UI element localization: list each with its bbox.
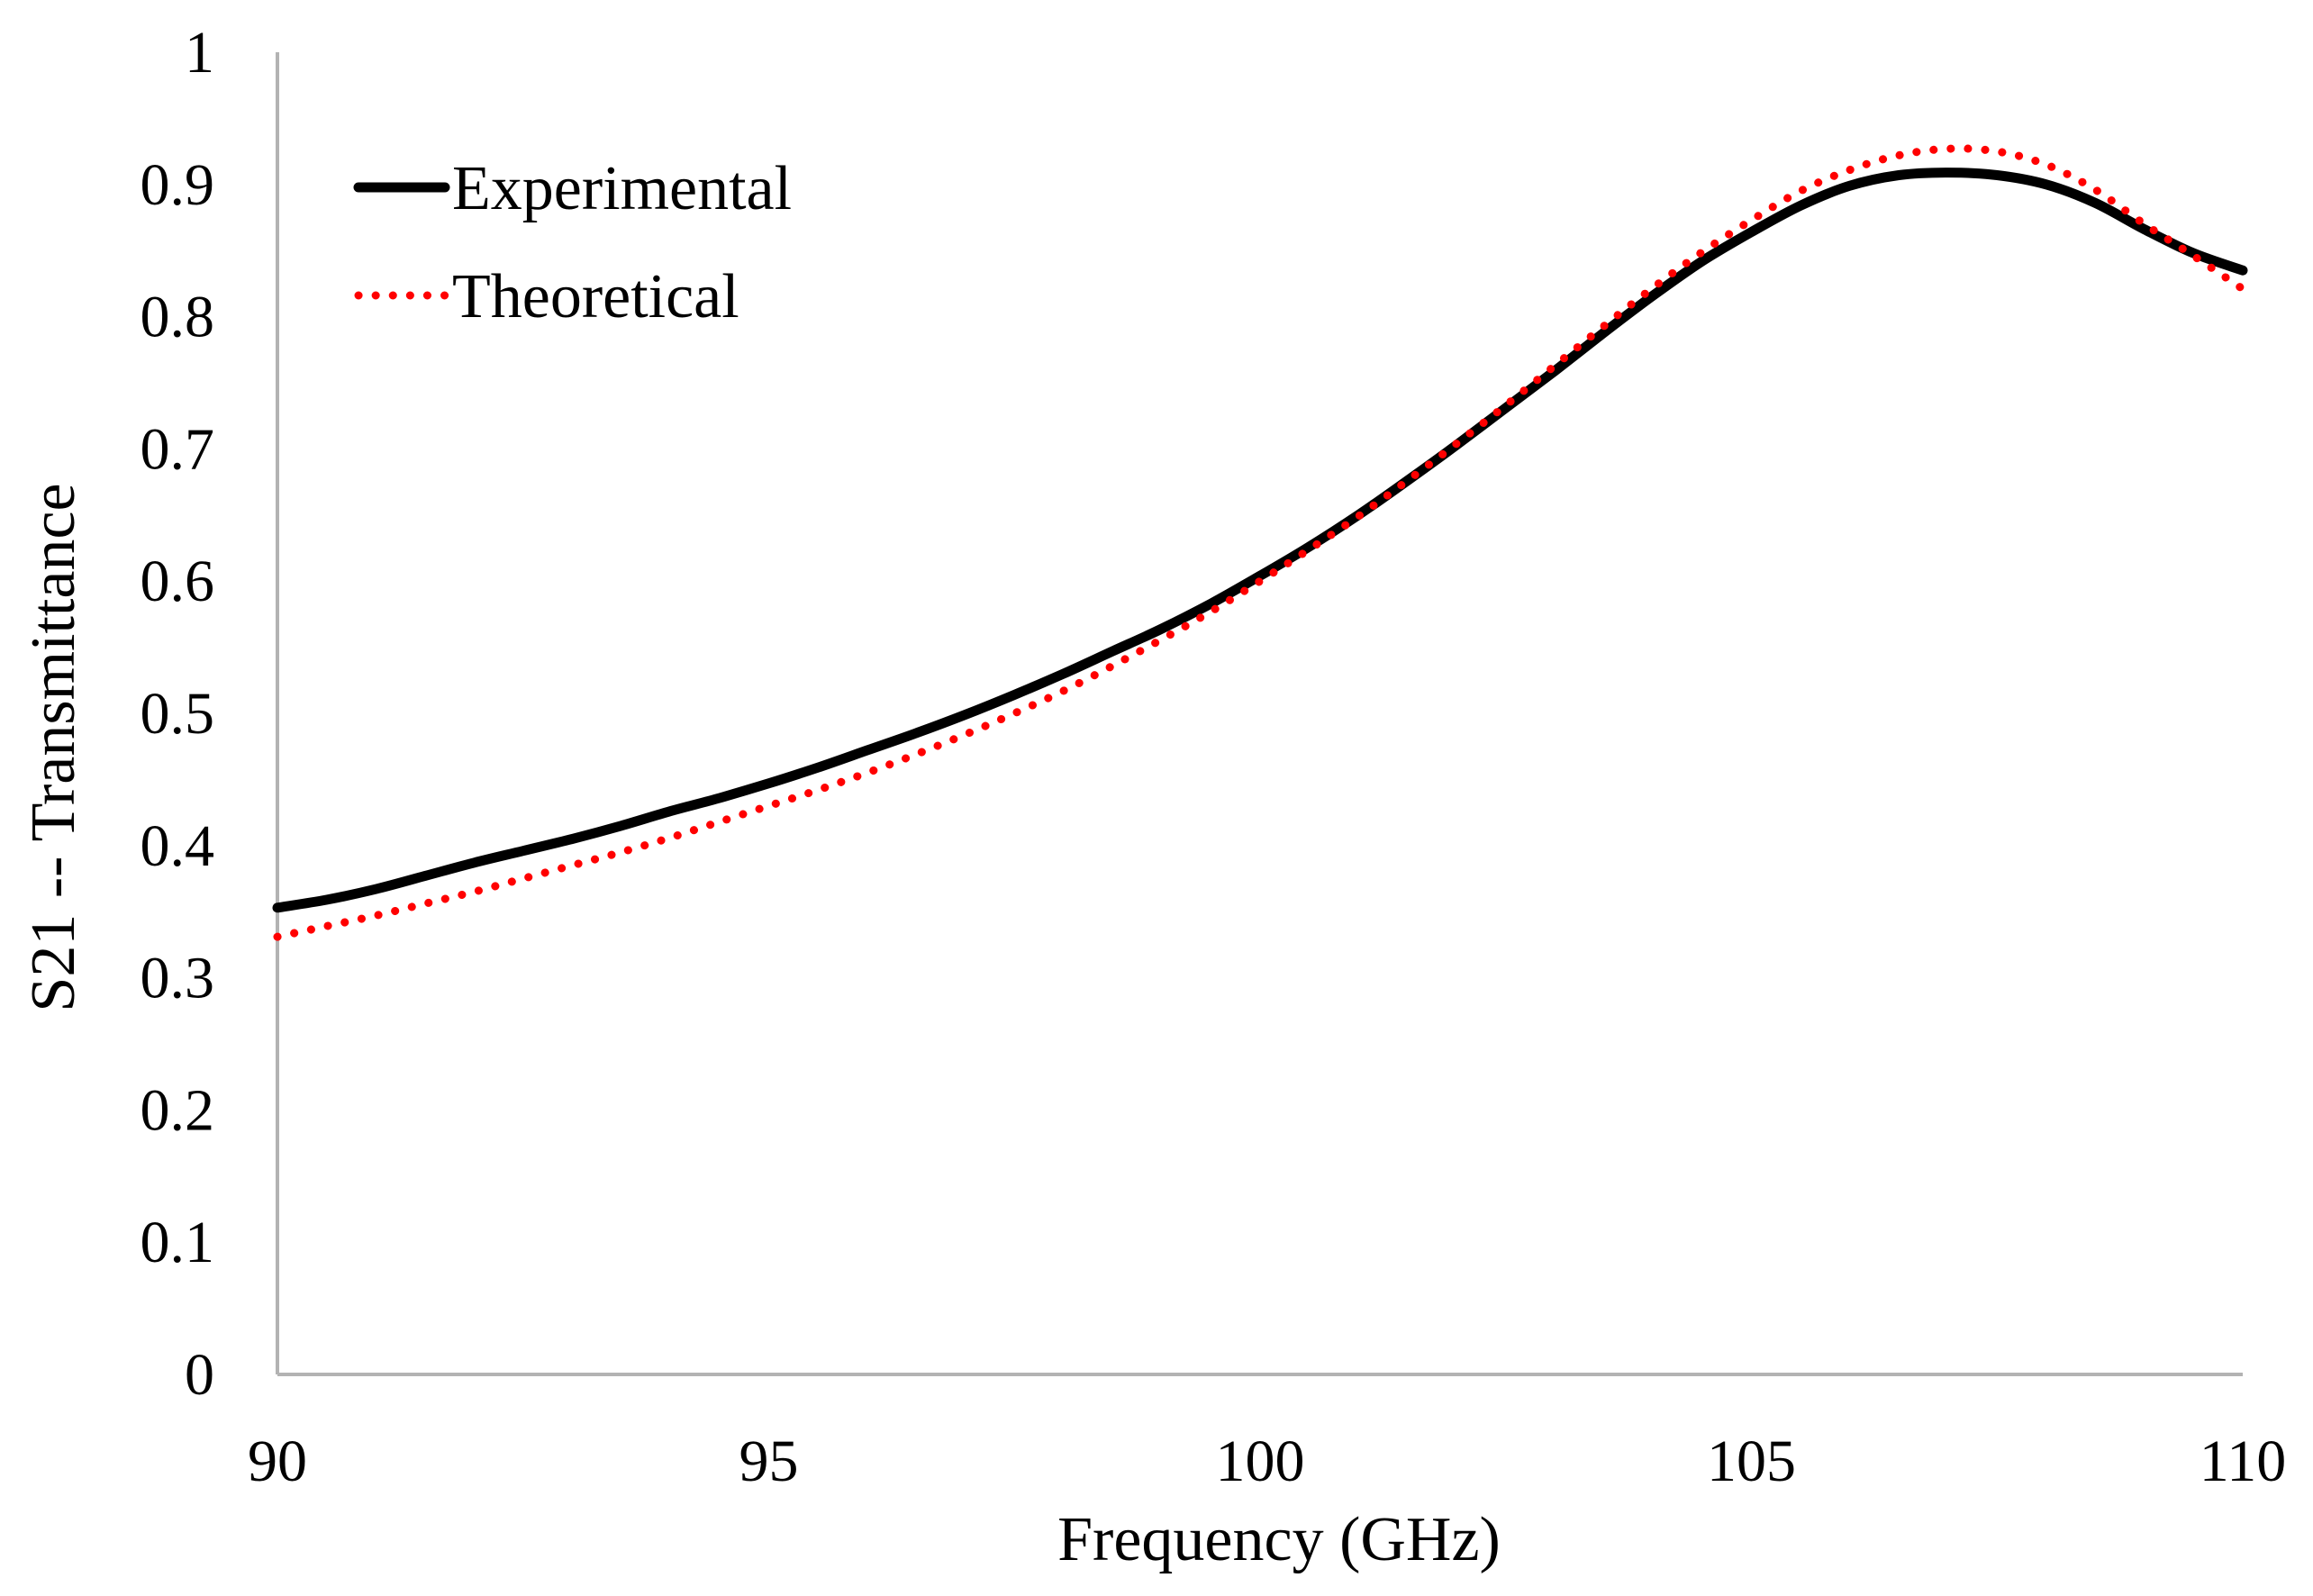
y-tick-label: 0.1 [141, 1210, 215, 1275]
y-tick-label: 0.5 [141, 681, 215, 747]
y-tick-label: 0.9 [141, 152, 215, 218]
series-line-experimental [272, 168, 2248, 913]
x-tick-label: 110 [2200, 1428, 2287, 1494]
y-axis-title: S21 -- Transmittance [19, 483, 88, 1011]
y-tick-label: 0.8 [141, 285, 215, 350]
axes [276, 52, 2243, 1376]
x-tick-label: 95 [739, 1428, 799, 1494]
x-tick-label: 100 [1216, 1428, 1305, 1494]
y-tick-label: 0.2 [141, 1077, 215, 1143]
legend-label-theoretical: Theoretical [452, 262, 739, 331]
y-tick-label: 1 [185, 20, 214, 86]
legend-label-experimental: Experimental [452, 154, 792, 223]
legend: Experimental Theoretical [353, 154, 792, 331]
series-layer [272, 144, 2248, 941]
y-tick-label: 0.7 [141, 416, 215, 482]
y-tick-label: 0.3 [141, 946, 215, 1011]
y-tick-label: 0 [185, 1342, 214, 1408]
y-axis-ticks: 0 0.1 0.2 0.3 0.4 0.5 0.6 0.7 0.8 0.9 1 [141, 20, 215, 1408]
series-line-theoretical [273, 144, 2247, 941]
x-tick-label: 105 [1707, 1428, 1796, 1494]
x-axis-title: Frequency (GHz) [1057, 1505, 1501, 1574]
x-tick-label: 90 [248, 1428, 307, 1494]
y-tick-label: 0.6 [141, 549, 215, 614]
y-tick-label: 0.4 [141, 813, 215, 879]
x-axis-ticks: 90 95 100 105 110 [248, 1428, 2286, 1494]
